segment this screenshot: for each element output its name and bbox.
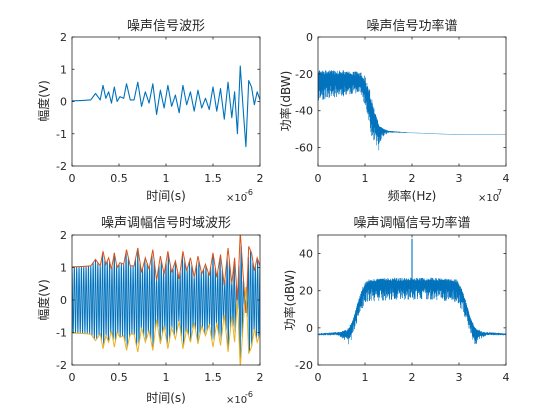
plot-area-am-waveform bbox=[72, 235, 260, 365]
x-axis-label: 时间(s) bbox=[146, 189, 186, 203]
x-exponent-base: ×10 bbox=[226, 395, 247, 406]
y-tick-label: -2 bbox=[56, 160, 67, 173]
x-exponent-base: ×10 bbox=[226, 193, 247, 204]
y-axis-label: 幅度(V) bbox=[36, 279, 51, 321]
x-tick-label: 0.5 bbox=[110, 172, 128, 185]
y-tick-label: -40 bbox=[295, 105, 313, 118]
x-tick-label: 4 bbox=[503, 371, 510, 384]
y-tick-label: 1 bbox=[60, 262, 67, 275]
x-tick-label: 2 bbox=[409, 371, 416, 384]
ticks-noise-spectrum: 0 1 2 3 4 -60 -40 -20 0 bbox=[295, 31, 509, 185]
x-tick-label: 1 bbox=[362, 172, 369, 185]
x-tick-label: 4 bbox=[503, 172, 510, 185]
x-tick-label: 0 bbox=[315, 172, 322, 185]
y-tick-label: 1 bbox=[60, 63, 67, 76]
y-tick-label: -20 bbox=[295, 359, 313, 372]
y-tick-label: -20 bbox=[295, 68, 313, 81]
x-exponent-power: -6 bbox=[245, 390, 253, 399]
x-tick-label: 3 bbox=[456, 371, 463, 384]
x-tick-label: 3 bbox=[456, 172, 463, 185]
subplot-noise-spectrum: 0 1 2 3 4 -60 -40 -20 0 噪声信号功率谱 频率(Hz) 功率(dBW) ×… bbox=[278, 18, 510, 204]
y-tick-label: 20 bbox=[299, 285, 313, 298]
x-exponent-power: 7 bbox=[497, 188, 502, 197]
noise-spectrum-line bbox=[318, 70, 506, 151]
plot-area-noise-waveform bbox=[72, 65, 260, 148]
x-exponent-base: ×10 bbox=[478, 193, 499, 204]
y-tick-label: -1 bbox=[56, 327, 67, 340]
x-tick-label: 1 bbox=[163, 371, 170, 384]
y-axis-label: 幅度(V) bbox=[36, 80, 51, 122]
y-tick-label: -1 bbox=[56, 128, 67, 141]
x-axis-label: 频率(Hz) bbox=[388, 188, 437, 203]
y-tick-label: 0 bbox=[306, 322, 313, 335]
plot-title: 噪声信号功率谱 bbox=[366, 18, 457, 34]
y-tick-label: -60 bbox=[295, 142, 313, 155]
y-tick-label: 0 bbox=[306, 31, 313, 44]
plot-title: 噪声信号波形 bbox=[127, 19, 205, 34]
x-tick-label: 0 bbox=[69, 172, 76, 185]
x-tick-label: 2 bbox=[409, 172, 416, 185]
y-axis-label: 功率(dBW) bbox=[278, 71, 293, 132]
x-tick-label: 2 bbox=[257, 371, 264, 384]
ticks-am-waveform: 0 0.5 1 1.5 2 -2 -1 0 1 2 bbox=[56, 229, 263, 384]
y-tick-label: 2 bbox=[60, 31, 67, 44]
x-tick-label: 1 bbox=[163, 172, 170, 185]
x-tick-label: 2 bbox=[257, 172, 264, 185]
plot-area-am-spectrum bbox=[318, 238, 506, 345]
x-exponent-power: -6 bbox=[245, 188, 253, 197]
upper-envelope-line bbox=[72, 235, 260, 314]
plot-title: 噪声调幅信号功率谱 bbox=[353, 215, 470, 231]
ticks-noise-waveform: 0 0.5 1 1.5 2 -2 -1 0 1 2 bbox=[56, 31, 263, 185]
y-axis-label: 功率(dBW) bbox=[282, 270, 297, 331]
plot-area-noise-spectrum bbox=[318, 70, 506, 151]
x-tick-label: 1 bbox=[362, 371, 369, 384]
lower-envelope-line bbox=[72, 286, 260, 365]
x-tick-label: 1.5 bbox=[204, 371, 222, 384]
x-axis-label: 时间(s) bbox=[146, 391, 186, 405]
y-tick-label: -2 bbox=[56, 359, 67, 372]
x-tick-label: 1.5 bbox=[204, 172, 222, 185]
y-tick-label: 40 bbox=[299, 248, 313, 261]
plot-title: 噪声调幅信号时域波形 bbox=[101, 216, 231, 231]
y-tick-label: 0 bbox=[60, 96, 67, 109]
x-tick-label: 0 bbox=[69, 371, 76, 384]
x-tick-label: 0.5 bbox=[110, 371, 128, 384]
x-tick-label: 0 bbox=[315, 371, 322, 384]
y-tick-label: 2 bbox=[60, 229, 67, 242]
y-tick-label: 0 bbox=[60, 294, 67, 307]
noise-waveform-line bbox=[72, 65, 260, 148]
